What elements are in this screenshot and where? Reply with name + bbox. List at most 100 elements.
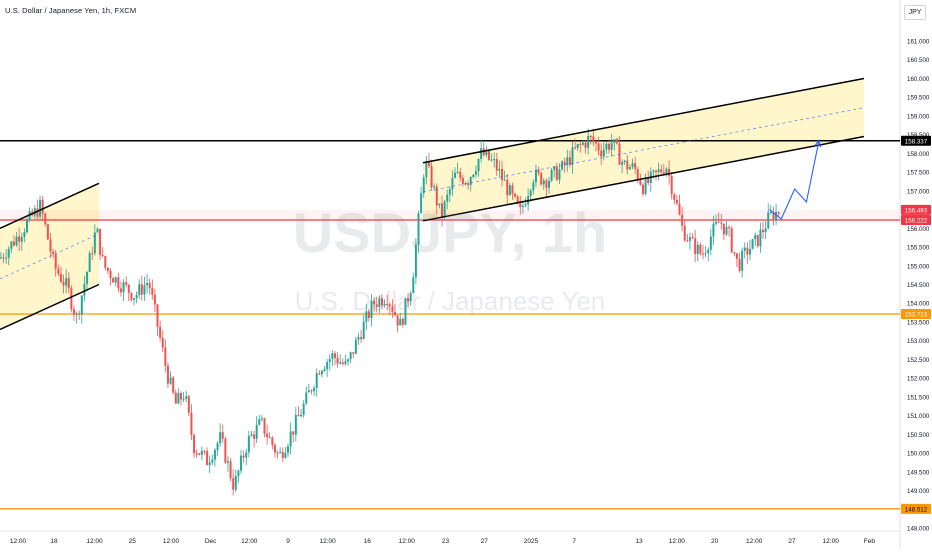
candle-body bbox=[174, 392, 177, 404]
price-label-148.512: 148.512 bbox=[905, 506, 928, 513]
candle-body bbox=[245, 452, 248, 458]
candle-body bbox=[36, 208, 39, 217]
candle-body bbox=[182, 398, 185, 400]
candle-body bbox=[10, 241, 13, 249]
x-tick-label: 12:00 bbox=[241, 538, 258, 545]
candle-body bbox=[44, 213, 47, 225]
channel-upper-line-1 bbox=[0, 182, 100, 229]
candle-body bbox=[722, 223, 725, 235]
candle-body bbox=[281, 451, 284, 458]
candle-body bbox=[86, 271, 89, 284]
candle-body bbox=[467, 183, 470, 186]
price-label-156.493: 156.493 bbox=[905, 207, 928, 214]
candle-body bbox=[305, 392, 308, 404]
candle-body bbox=[631, 163, 634, 167]
price-label-box bbox=[901, 214, 931, 225]
x-tick-label: 2025 bbox=[524, 538, 539, 545]
x-tick-label: Dec bbox=[205, 538, 217, 545]
candle-body bbox=[485, 150, 488, 156]
candle-body bbox=[208, 462, 211, 466]
candle-body bbox=[694, 238, 697, 255]
candle-body bbox=[715, 221, 718, 224]
candle-body bbox=[127, 284, 130, 293]
candle-body bbox=[602, 149, 605, 157]
y-tick-label: 149.000 bbox=[907, 488, 930, 495]
candle-body bbox=[2, 257, 5, 259]
candle-body bbox=[328, 359, 331, 363]
y-tick-label: 157.500 bbox=[907, 170, 930, 177]
candle-body bbox=[514, 193, 517, 197]
candle-body bbox=[767, 212, 770, 229]
candle-body bbox=[414, 244, 417, 278]
candle-body bbox=[104, 255, 107, 268]
candle-body bbox=[279, 451, 282, 453]
candle-body bbox=[292, 431, 295, 435]
channel-upper-line-2 bbox=[422, 77, 865, 164]
candle-body bbox=[146, 283, 149, 286]
candle-body bbox=[289, 431, 292, 447]
candle-body bbox=[652, 170, 655, 172]
candle-body bbox=[99, 228, 102, 256]
candle-body bbox=[662, 172, 665, 174]
candle-body bbox=[511, 185, 514, 194]
y-tick-label: 154.500 bbox=[907, 282, 930, 289]
candle-body bbox=[224, 438, 227, 463]
candle-body bbox=[636, 168, 639, 180]
candle-body bbox=[529, 190, 532, 196]
x-tick-label: 13 bbox=[635, 538, 643, 545]
candle-body bbox=[185, 396, 188, 399]
currency-selector[interactable]: JPY bbox=[904, 5, 926, 20]
candle-body bbox=[634, 163, 637, 169]
candle-body bbox=[83, 283, 86, 296]
y-tick-label: 155.000 bbox=[907, 263, 930, 270]
candle-body bbox=[668, 168, 671, 176]
candle-body bbox=[253, 434, 256, 439]
y-tick-label: 159.000 bbox=[907, 113, 930, 120]
candle-body bbox=[474, 171, 477, 175]
candle-body bbox=[448, 189, 451, 195]
candle-body bbox=[725, 227, 728, 235]
candle-body bbox=[480, 148, 483, 159]
candle-body bbox=[213, 449, 216, 460]
y-tick-label: 153.000 bbox=[907, 338, 930, 345]
candle-body bbox=[498, 168, 501, 171]
candle-body bbox=[219, 432, 222, 444]
candle-body bbox=[438, 203, 441, 206]
candle-body bbox=[96, 228, 99, 233]
candle-body bbox=[477, 158, 480, 172]
candle-body bbox=[675, 199, 678, 204]
candle-body bbox=[388, 304, 391, 307]
price-label-153.713: 153.713 bbox=[905, 312, 928, 319]
candle-body bbox=[206, 451, 209, 466]
y-tick-label: 155.500 bbox=[907, 245, 930, 252]
candle-body bbox=[699, 244, 702, 254]
x-tick-label: 18 bbox=[50, 538, 58, 545]
candle-body bbox=[135, 294, 138, 299]
candle-body bbox=[211, 459, 214, 463]
candle-body bbox=[540, 172, 543, 185]
candle-body bbox=[15, 236, 18, 246]
candle-body bbox=[707, 249, 710, 254]
candle-body bbox=[641, 184, 644, 194]
candle-body bbox=[746, 247, 749, 255]
symbol-title[interactable]: U.S. Dollar / Japanese Yen, 1h, FXCM bbox=[5, 6, 137, 15]
candle-body bbox=[242, 455, 245, 458]
candle-body bbox=[284, 452, 287, 458]
candle-body bbox=[166, 365, 169, 384]
candle-body bbox=[169, 377, 172, 384]
price-label-158.337: 158.337 bbox=[905, 138, 928, 145]
candle-body bbox=[297, 414, 300, 417]
candle-body bbox=[503, 179, 506, 181]
price-label-box bbox=[901, 503, 931, 514]
candle-body bbox=[440, 203, 443, 218]
candle-body bbox=[91, 253, 94, 255]
candle-body bbox=[307, 390, 310, 393]
candle-body bbox=[534, 169, 537, 183]
candle-body bbox=[391, 306, 394, 313]
y-tick-label: 151.000 bbox=[907, 413, 930, 420]
candle-body bbox=[133, 298, 136, 300]
candle-body bbox=[613, 139, 616, 143]
price-label-box bbox=[901, 308, 931, 319]
